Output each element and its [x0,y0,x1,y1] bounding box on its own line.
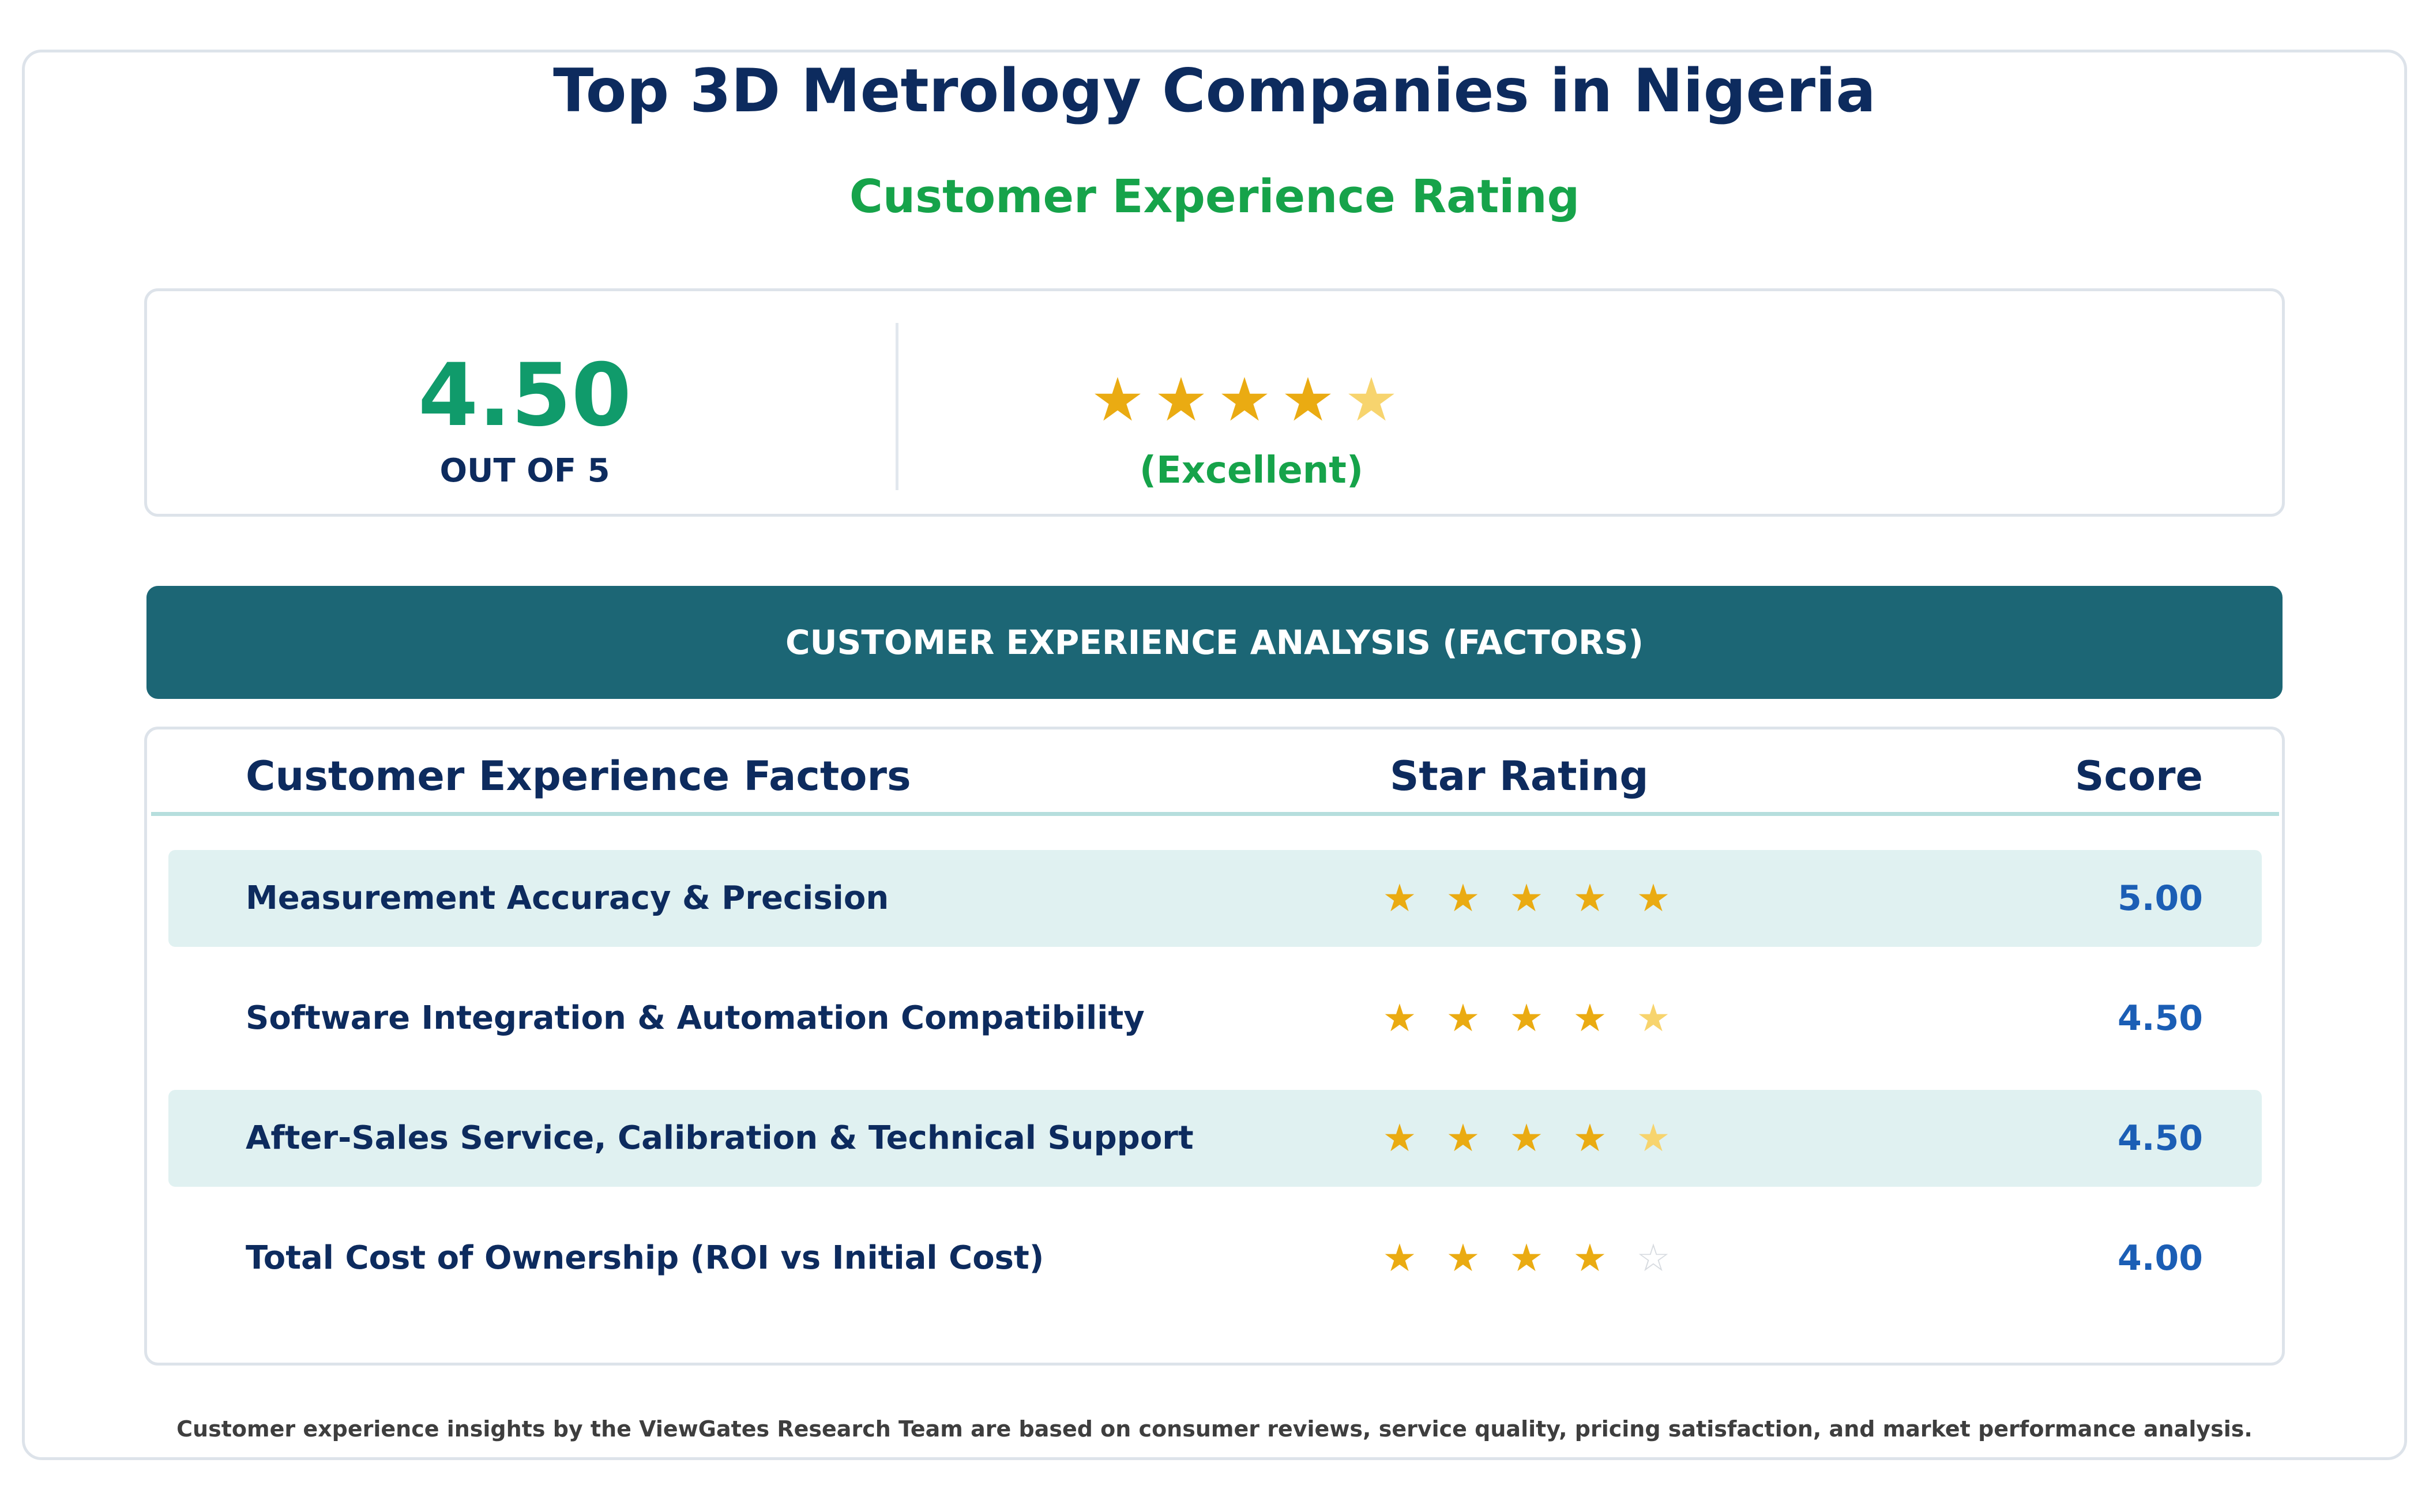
star-filled-icon: ★ [1509,1116,1544,1160]
summary-card [144,288,2285,517]
page-title: Top 3D Metrology Companies in Nigeria [553,57,1876,126]
star-half-icon: ★ [1636,996,1671,1040]
star-filled-icon: ★ [1281,364,1335,435]
footnote: Customer experience insights by the View… [176,1416,2253,1442]
star-filled-icon: ★ [1636,876,1671,920]
star-filled-icon: ★ [1382,996,1417,1040]
star-filled-icon: ★ [1217,364,1272,435]
star-filled-icon: ★ [1509,876,1544,920]
factor-name: Measurement Accuracy & Precision [246,879,889,917]
page-subtitle: Customer Experience Rating [849,170,1580,223]
star-filled-icon: ★ [1573,1236,1607,1280]
factor-score: 4.00 [2117,1238,2203,1278]
table-row: After-Sales Service, Calibration & Techn… [168,1090,2262,1187]
star-outline-icon: ☆ [1636,1236,1671,1280]
overall-star-rating: ★ ★ ★ ★ ★ [1090,362,1399,437]
overall-score: 4.50 [418,345,632,446]
star-filled-icon: ★ [1091,364,1145,435]
star-filled-icon: ★ [1382,1116,1417,1160]
star-filled-icon: ★ [1446,876,1480,920]
star-filled-icon: ★ [1154,364,1208,435]
factor-star-rating: ★ ★ ★ ★ ★ [1379,850,1674,947]
column-header-factors: Customer Experience Factors [246,753,911,800]
star-filled-icon: ★ [1573,996,1607,1040]
factor-star-rating: ★ ★ ★ ★ ☆ [1379,1210,1674,1307]
factor-star-rating: ★ ★ ★ ★ ★ [1379,1090,1674,1187]
star-filled-icon: ★ [1382,876,1417,920]
star-filled-icon: ★ [1573,876,1607,920]
table-header-divider [151,812,2279,816]
overall-rating-label: (Excellent) [1139,449,1364,492]
star-filled-icon: ★ [1509,996,1544,1040]
star-half-icon: ★ [1344,364,1398,435]
factor-star-rating: ★ ★ ★ ★ ★ [1379,970,1674,1067]
column-header-score: Score [2075,753,2203,800]
table-row: Software Integration & Automation Compat… [168,970,2262,1067]
star-filled-icon: ★ [1509,1236,1544,1280]
factor-name: Software Integration & Automation Compat… [246,999,1145,1037]
factor-score: 4.50 [2117,998,2203,1039]
section-banner: CUSTOMER EXPERIENCE ANALYSIS (FACTORS) [146,586,2283,699]
factor-score: 4.50 [2117,1118,2203,1159]
factors-table [144,727,2285,1366]
section-banner-title: CUSTOMER EXPERIENCE ANALYSIS (FACTORS) [785,623,1644,662]
table-row: Total Cost of Ownership (ROI vs Initial … [168,1210,2262,1307]
star-filled-icon: ★ [1446,1116,1480,1160]
factor-name: After-Sales Service, Calibration & Techn… [246,1119,1194,1157]
star-filled-icon: ★ [1382,1236,1417,1280]
column-header-star-rating: Star Rating [1390,753,1649,800]
star-half-icon: ★ [1636,1116,1671,1160]
overall-score-scale: OUT OF 5 [439,452,610,490]
table-row: Measurement Accuracy & Precision ★ ★ ★ ★ ★ 5… [168,850,2262,947]
summary-divider [896,323,898,490]
factor-name: Total Cost of Ownership (ROI vs Initial … [246,1239,1044,1277]
star-filled-icon: ★ [1446,1236,1480,1280]
star-filled-icon: ★ [1446,996,1480,1040]
factor-score: 5.00 [2117,878,2203,919]
star-filled-icon: ★ [1573,1116,1607,1160]
